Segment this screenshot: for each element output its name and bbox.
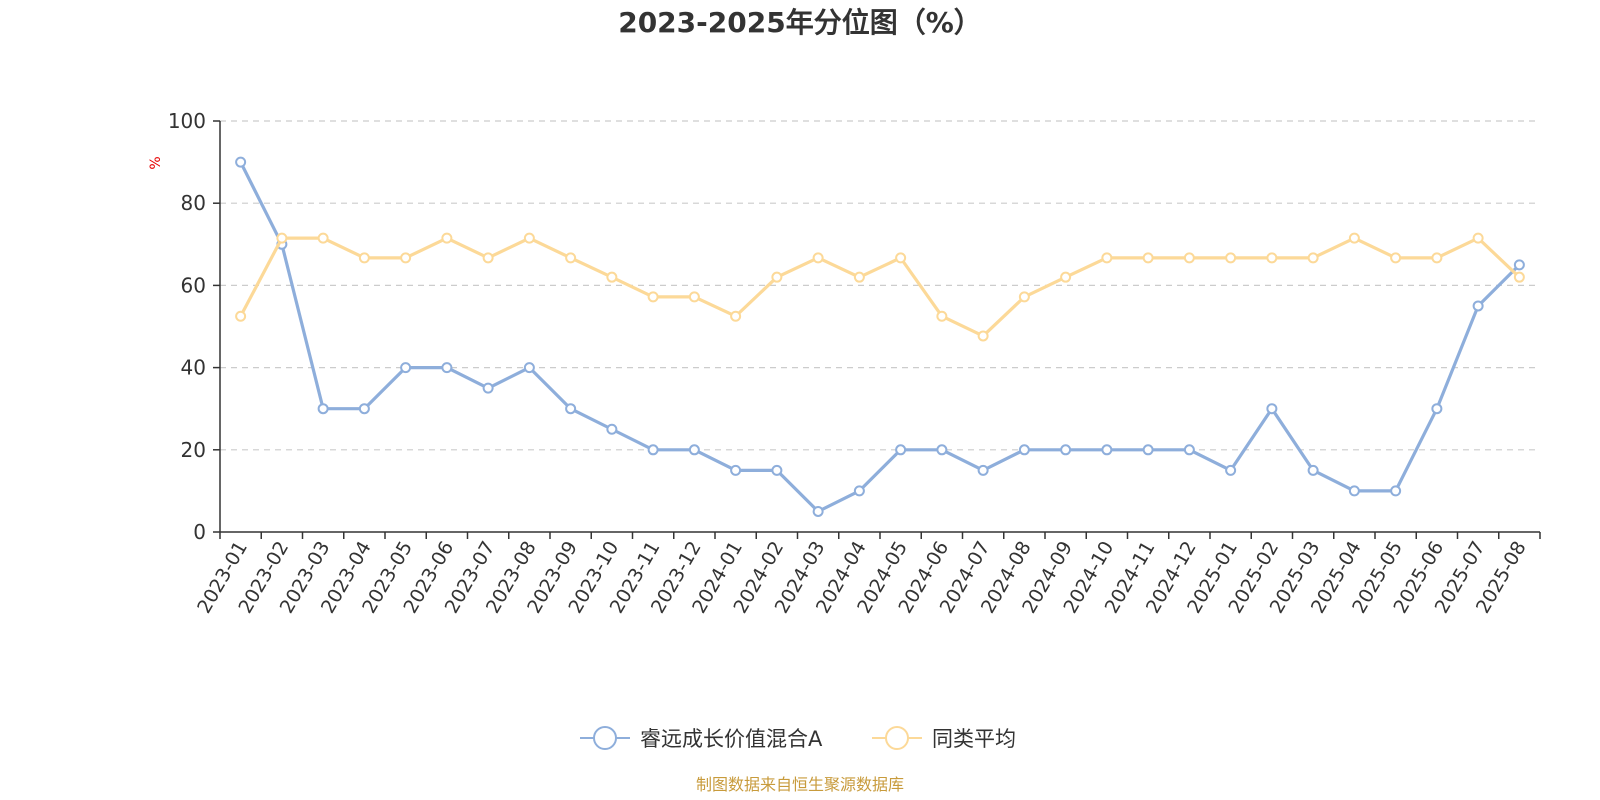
data-point [1348, 485, 1360, 497]
data-point [1183, 444, 1195, 456]
data-point [936, 444, 948, 456]
data-point [565, 403, 577, 415]
chart-title: 2023-2025年分位图（%） [618, 6, 982, 39]
series-group [235, 156, 1525, 517]
x-tick-labels: 2023-012023-022023-032023-042023-052023-… [193, 538, 1530, 618]
data-point [441, 232, 453, 244]
data-point [235, 310, 247, 322]
data-point [1018, 291, 1030, 303]
data-point [936, 310, 948, 322]
data-point [1142, 252, 1154, 264]
data-point [400, 252, 412, 264]
grid-lines [220, 120, 1540, 451]
data-point [812, 252, 824, 264]
data-point [482, 252, 494, 264]
y-tick-label: 20 [181, 438, 206, 462]
data-point [1307, 464, 1319, 476]
data-point [853, 271, 865, 283]
data-point [1266, 252, 1278, 264]
data-source-note: 制图数据来自恒生聚源数据库 [696, 775, 904, 794]
data-point [1307, 252, 1319, 264]
y-tick-label: 40 [181, 356, 206, 380]
data-point [400, 362, 412, 374]
data-point [276, 232, 288, 244]
data-point [1431, 252, 1443, 264]
y-axis-unit: % [148, 156, 164, 169]
data-point [565, 252, 577, 264]
data-point [317, 232, 329, 244]
data-point [771, 271, 783, 283]
data-point [771, 464, 783, 476]
y-tick-label: 60 [181, 273, 206, 297]
data-point [647, 291, 659, 303]
data-point [441, 362, 453, 374]
data-point [606, 271, 618, 283]
legend-item-2[interactable]: 同类平均 [872, 726, 1016, 751]
legend-label: 同类平均 [932, 727, 1016, 751]
data-point [895, 252, 907, 264]
data-point [1390, 252, 1402, 264]
data-point [977, 464, 989, 476]
data-point [1348, 232, 1360, 244]
data-point [730, 464, 742, 476]
y-tick-labels: 0 20 40 60 80 100 [168, 109, 206, 544]
data-point [482, 382, 494, 394]
data-point [235, 156, 247, 168]
data-point [1266, 403, 1278, 415]
data-point [317, 403, 329, 415]
y-tick-label: 80 [181, 191, 206, 215]
data-point [977, 330, 989, 342]
data-point [523, 362, 535, 374]
data-point [358, 252, 370, 264]
data-point [730, 310, 742, 322]
data-point [1431, 403, 1443, 415]
data-point [1225, 252, 1237, 264]
data-point [1142, 444, 1154, 456]
legend-label: 睿远成长价值混合A [640, 727, 823, 751]
data-point [606, 423, 618, 435]
data-point [1101, 252, 1113, 264]
data-point [1390, 485, 1402, 497]
data-point [358, 403, 370, 415]
data-point [812, 505, 824, 517]
data-point [1183, 252, 1195, 264]
data-point [1472, 232, 1484, 244]
data-point [1101, 444, 1113, 456]
data-point [1060, 444, 1072, 456]
data-point [523, 232, 535, 244]
legend[interactable]: 睿远成长价值混合A 同类平均 [580, 726, 1016, 751]
axes [213, 120, 1541, 539]
y-tick-label: 0 [193, 520, 206, 544]
data-point [688, 291, 700, 303]
data-point [1513, 271, 1525, 283]
data-point [853, 485, 865, 497]
data-point [1060, 271, 1072, 283]
legend-symbol [885, 726, 909, 750]
data-point [1225, 464, 1237, 476]
series-line-1 [239, 160, 1521, 514]
data-point [895, 444, 907, 456]
data-point [1472, 300, 1484, 312]
y-tick-label: 100 [168, 109, 206, 133]
legend-item-1[interactable]: 睿远成长价值混合A [580, 726, 823, 751]
data-point [688, 444, 700, 456]
legend-symbol [593, 726, 617, 750]
data-point [647, 444, 659, 456]
series-line-2 [239, 236, 1521, 338]
data-point [1018, 444, 1030, 456]
data-point [1513, 259, 1525, 271]
